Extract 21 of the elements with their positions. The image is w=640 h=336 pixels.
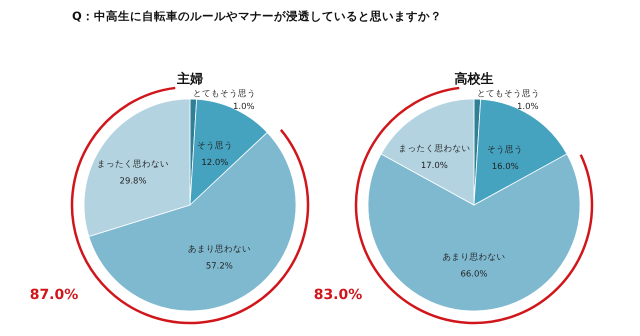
slice-label: まったく思わない <box>398 142 470 154</box>
slice-label: とてもそう思う <box>477 88 540 99</box>
slice-label: そう思う <box>196 140 233 152</box>
data-label: 1.0% <box>517 102 539 112</box>
slice-label: まったく思わない <box>97 158 170 170</box>
slice-label: とてもそう思う <box>193 88 256 99</box>
data-label: 1.0% <box>233 102 255 112</box>
chart-title: 主婦 <box>176 71 203 87</box>
slice-label: あまり思わない <box>188 243 251 254</box>
slice-label: そう思う <box>487 144 524 155</box>
data-label: 66.0% <box>460 269 488 280</box>
data-label: 17.0% <box>420 160 448 171</box>
text: 87.0% <box>30 287 78 303</box>
data-label: 57.2% <box>206 261 233 272</box>
chart-title: 高校生 <box>454 71 494 87</box>
slice-label: あまり思わない <box>442 251 506 262</box>
data-label: 16.0% <box>492 162 519 172</box>
data-label: 29.8% <box>120 176 147 186</box>
text: Q：中高生に自転車のルールやマナーが浸透していると思いますか？ <box>72 9 442 23</box>
text: 83.0% <box>314 287 362 303</box>
data-label: 12.0% <box>201 158 228 168</box>
